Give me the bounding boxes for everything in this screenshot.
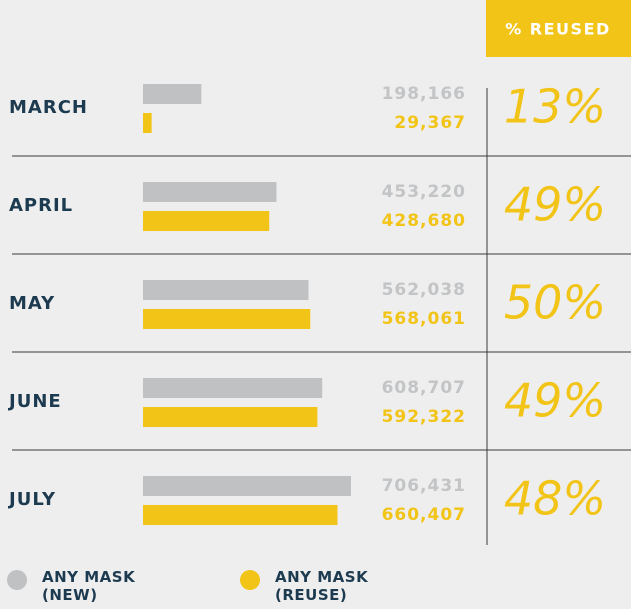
category-label: MARCH	[9, 97, 88, 118]
reused-value: 50%	[504, 276, 606, 330]
category-label: JUNE	[7, 391, 62, 412]
bar	[143, 182, 277, 202]
value-label: 562,038	[382, 280, 466, 300]
value-label: 706,431	[382, 476, 466, 496]
bar	[143, 113, 152, 133]
value-label: 428,680	[382, 211, 466, 231]
legend-swatch	[240, 570, 260, 590]
category-label: JULY	[7, 489, 56, 510]
bar	[143, 476, 351, 496]
reused-value: 49%	[504, 178, 606, 232]
bar	[143, 280, 309, 300]
bar	[143, 84, 202, 104]
bar	[143, 309, 311, 329]
legend-label: ANY MASK (NEW)	[42, 568, 136, 604]
reused-value: 49%	[504, 374, 606, 428]
value-label: 608,707	[382, 378, 466, 398]
header-box	[486, 0, 631, 57]
value-label: 660,407	[382, 505, 466, 525]
legend-swatch	[7, 570, 27, 590]
reused-value: 48%	[504, 472, 606, 526]
category-label: APRIL	[9, 195, 73, 216]
bar	[143, 211, 270, 231]
legend-label: ANY MASK (REUSE)	[275, 568, 369, 604]
bar	[143, 505, 338, 525]
value-label: 29,367	[394, 113, 466, 133]
value-label: 453,220	[382, 182, 466, 202]
category-label: MAY	[9, 293, 55, 314]
value-label: 198,166	[382, 84, 466, 104]
bar	[143, 378, 323, 398]
value-label: 592,322	[382, 407, 466, 427]
reused-title: % REUSED	[505, 20, 611, 39]
bar	[143, 407, 318, 427]
value-label: 568,061	[382, 309, 466, 329]
reused-value: 13%	[504, 80, 606, 134]
